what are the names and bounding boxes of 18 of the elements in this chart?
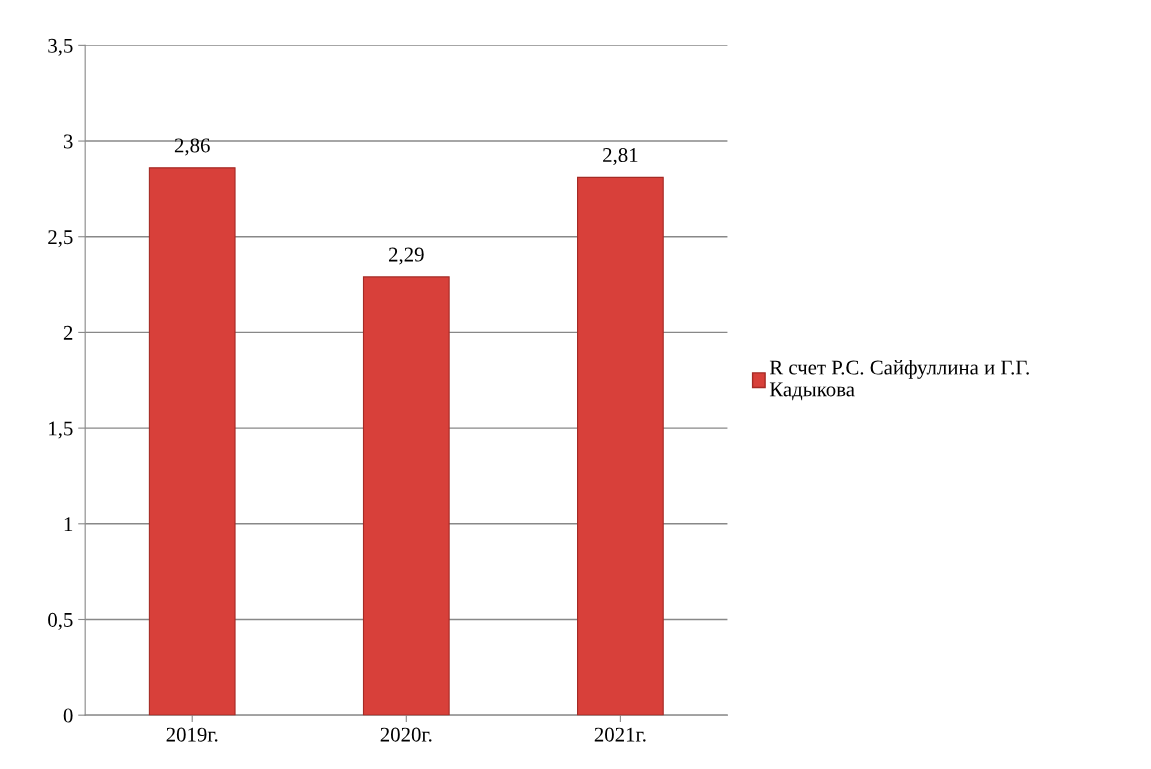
y-tick-label: 2: [63, 325, 73, 340]
data-label: 2,86: [174, 138, 210, 156]
y-tick-label: 0: [63, 708, 73, 723]
data-label: 2,81: [603, 148, 638, 166]
y-tick-label: 3,5: [48, 38, 73, 56]
x-tick-label: 2020г.: [380, 727, 432, 742]
y-tick-label: 1: [64, 517, 73, 532]
y-tick-label: 2,5: [48, 230, 73, 248]
y-tick-label: 0,5: [48, 612, 73, 630]
data-label: 2,29: [388, 247, 424, 265]
x-tick-label: 2019г.: [166, 727, 218, 742]
bar: [362, 276, 450, 716]
x-tick-label: 2021г.: [594, 727, 646, 742]
legend-label: R счет Р.С. Сайфуллина и Г.Г. Кадыкова: [769, 359, 1029, 401]
bar: [577, 176, 664, 716]
y-tick-label: 1,5: [49, 421, 73, 439]
bar: [148, 167, 236, 716]
y-tick-label: 3: [63, 134, 73, 149]
